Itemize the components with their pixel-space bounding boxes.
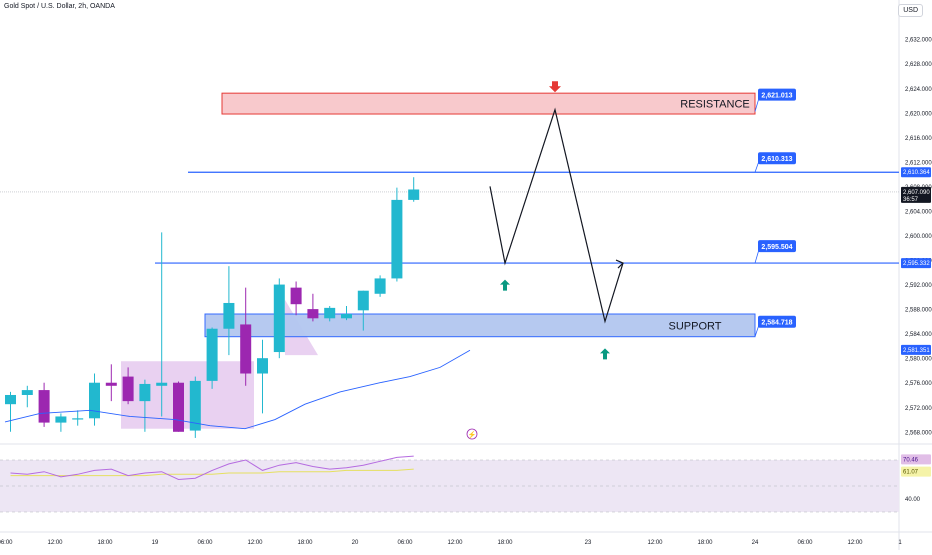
rsi-value-tag-bg xyxy=(901,454,931,465)
current-price-tag: 2,607.090 xyxy=(903,190,930,196)
time-tick-label: 18:00 xyxy=(97,540,113,546)
price-tick-label: 2,592.000 xyxy=(905,283,932,289)
candle xyxy=(72,418,84,420)
upper-level-price-label: 2,610.313 xyxy=(761,156,792,163)
candle xyxy=(307,309,319,319)
up-arrow-marker xyxy=(500,279,510,291)
down-arrow-marker xyxy=(549,81,561,93)
time-tick-label: 06:00 xyxy=(197,540,213,546)
candle xyxy=(341,314,352,319)
candle xyxy=(273,284,285,353)
price-tick-label: 2,624.000 xyxy=(905,87,932,93)
rsi-ma-value-tag-bg xyxy=(901,466,931,477)
candle xyxy=(374,278,386,294)
moving-average-line xyxy=(4,349,471,430)
rsi-ma-line xyxy=(10,468,414,477)
price-tick-label: 2,628.000 xyxy=(905,62,932,68)
upper-level-axis-tag: 2,610.364 xyxy=(903,170,930,176)
time-tick-label: 18:00 xyxy=(697,540,713,546)
candle xyxy=(21,390,33,395)
price-tick-label: 2,600.000 xyxy=(905,234,932,240)
candle xyxy=(156,382,168,386)
resistance-label: RESISTANCE xyxy=(680,99,749,111)
time-tick-label: 24 xyxy=(752,540,759,546)
time-tick-label: 12:00 xyxy=(247,540,263,546)
candle xyxy=(206,328,218,381)
time-tick-label: 12:00 xyxy=(447,540,463,546)
price-tick-label: 2,604.000 xyxy=(905,209,932,215)
current-price-tag-bg xyxy=(901,186,931,203)
candle xyxy=(357,290,369,311)
middle-level-axis-tag: 2,595.332 xyxy=(903,261,930,267)
support-zone xyxy=(204,313,756,338)
candle xyxy=(391,199,403,279)
countdown-tag: 36:57 xyxy=(903,197,919,203)
candle xyxy=(89,382,100,419)
middle-level-axis-tag-bg xyxy=(901,258,931,269)
time-tick-label: 12:00 xyxy=(647,540,663,546)
candle xyxy=(408,189,420,200)
candle xyxy=(139,383,151,402)
candle xyxy=(290,287,302,305)
support-price-label-bg xyxy=(758,315,796,328)
candle xyxy=(105,382,117,386)
price-tick-label: 2,612.000 xyxy=(905,160,932,166)
resistance-zone xyxy=(221,92,756,115)
symbol-title: Gold Spot / U.S. Dollar, 2h, OANDA xyxy=(4,3,115,10)
time-tick-label: 12:00 xyxy=(847,540,863,546)
time-tick-label: 06:00 xyxy=(0,540,13,546)
candle xyxy=(223,302,235,329)
price-tick-label: 2,572.000 xyxy=(905,406,932,412)
candle xyxy=(55,416,67,423)
rsi-value-tag: 70.46 xyxy=(903,457,919,463)
price-tick-label: 2,584.000 xyxy=(905,332,932,338)
upper-level-price-label-bg xyxy=(758,152,796,165)
rsi-ma-value-tag: 61.07 xyxy=(903,470,919,476)
resistance-price-label-bg xyxy=(758,88,796,101)
middle-level-price-label: 2,595.504 xyxy=(761,244,792,251)
time-tick-label: 06:00 xyxy=(797,540,813,546)
candle xyxy=(173,382,184,432)
ma-axis-tag-bg xyxy=(901,344,931,355)
flash-icon-glyph: ⚡ xyxy=(468,430,477,439)
price-tick-label: 2,580.000 xyxy=(905,357,932,363)
time-tick-label: 18:00 xyxy=(297,540,313,546)
price-tick-label: 2,620.000 xyxy=(905,111,932,117)
candle xyxy=(324,307,336,319)
support-label: SUPPORT xyxy=(669,320,722,332)
time-tick-label: 06:00 xyxy=(397,540,413,546)
rsi-level-label: 40.00 xyxy=(905,497,921,503)
time-tick-label: 1 xyxy=(898,540,902,546)
candle xyxy=(38,390,50,423)
currency-button[interactable]: USD xyxy=(898,4,923,17)
time-tick-label: 12:00 xyxy=(47,540,63,546)
price-tick-label: 2,588.000 xyxy=(905,308,932,314)
price-tick-label: 2,568.000 xyxy=(905,430,932,436)
upper-level-axis-tag-bg xyxy=(901,167,931,178)
rsi-line xyxy=(10,455,414,481)
candle xyxy=(189,380,201,431)
projection-arrowhead xyxy=(615,259,625,269)
time-tick-label: 18:00 xyxy=(497,540,513,546)
resistance-price-label: 2,621.013 xyxy=(761,93,792,100)
rsi-band xyxy=(0,460,899,512)
price-tick-label: 2,576.000 xyxy=(905,381,932,387)
time-tick-label: 19 xyxy=(152,540,159,546)
projection-path xyxy=(489,107,624,324)
middle-level-price-label-bg xyxy=(758,240,796,253)
time-tick-label: 23 xyxy=(585,540,592,546)
price-tick-label: 2,616.000 xyxy=(905,136,932,142)
candle xyxy=(5,394,16,405)
candle xyxy=(257,358,268,374)
ma-axis-tag: 2,581.351 xyxy=(903,348,930,354)
candle xyxy=(240,324,252,374)
up-arrow-marker xyxy=(600,348,610,360)
flash-icon xyxy=(466,428,478,440)
support-price-label: 2,584.718 xyxy=(761,320,792,327)
price-tick-label: 2,632.000 xyxy=(905,38,932,44)
time-tick-label: 20 xyxy=(352,540,359,546)
candle xyxy=(122,376,134,402)
